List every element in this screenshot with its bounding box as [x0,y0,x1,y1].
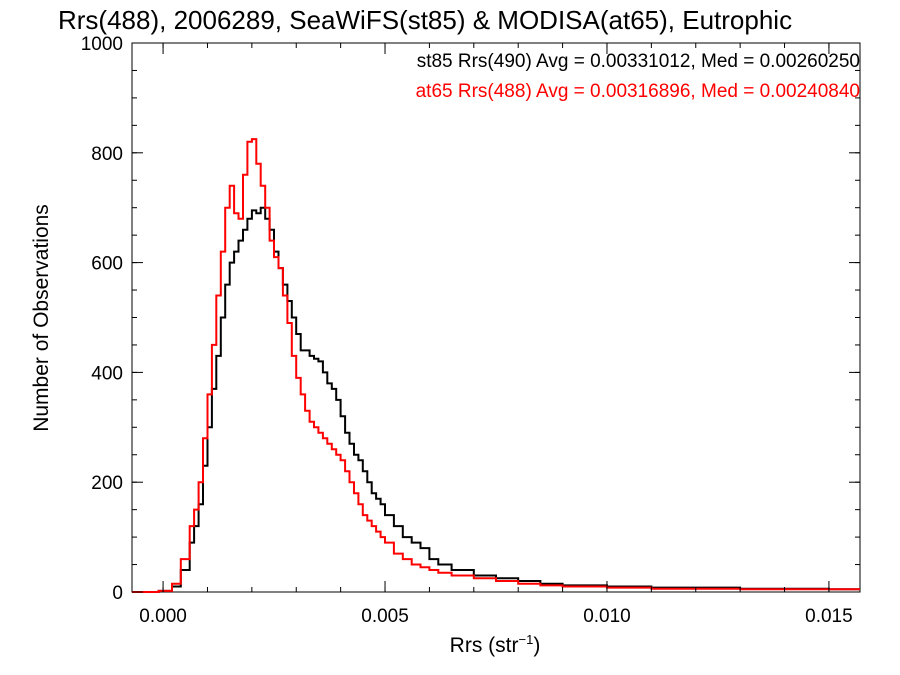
plot-area: 0.000 0.005 0.010 0.015 0 200 400 600 800 1000 [81,34,861,627]
y-tick-label: 600 [91,254,123,275]
x-tick-label: 0.005 [361,606,409,627]
series-line-1 [132,138,860,593]
legend-entry-st85: st85 Rrs(490) Avg = 0.00331012, Med = 0.… [417,51,860,72]
plot-frame [131,42,861,593]
x-tick-label: 0.010 [583,606,631,627]
x-tick-label: 0.000 [139,606,187,627]
y-tick-label: 1000 [81,34,123,55]
y-tick-label: 800 [91,144,123,165]
chart-title: Rrs(488), 2006289, SeaWiFS(st85) & MODIS… [58,5,792,35]
x-tick-label: 0.015 [805,606,853,627]
x-axis-label-close: ) [533,634,540,657]
series-line-0 [132,206,860,593]
x-axis-label-main: Rrs (str [450,634,519,657]
y-tick-label: 200 [91,473,123,494]
x-axis-label: Rrs (str−1) [450,632,541,657]
legend-entry-at65: at65 Rrs(488) Avg = 0.00316896, Med = 0.… [416,81,860,102]
y-axis-label: Number of Observations [30,204,53,432]
legend: st85 Rrs(490) Avg = 0.00331012, Med = 0.… [416,51,860,102]
y-tick-label: 400 [91,363,123,384]
y-tick-label: 0 [112,583,123,604]
x-axis-label-superscript: −1 [519,632,534,647]
